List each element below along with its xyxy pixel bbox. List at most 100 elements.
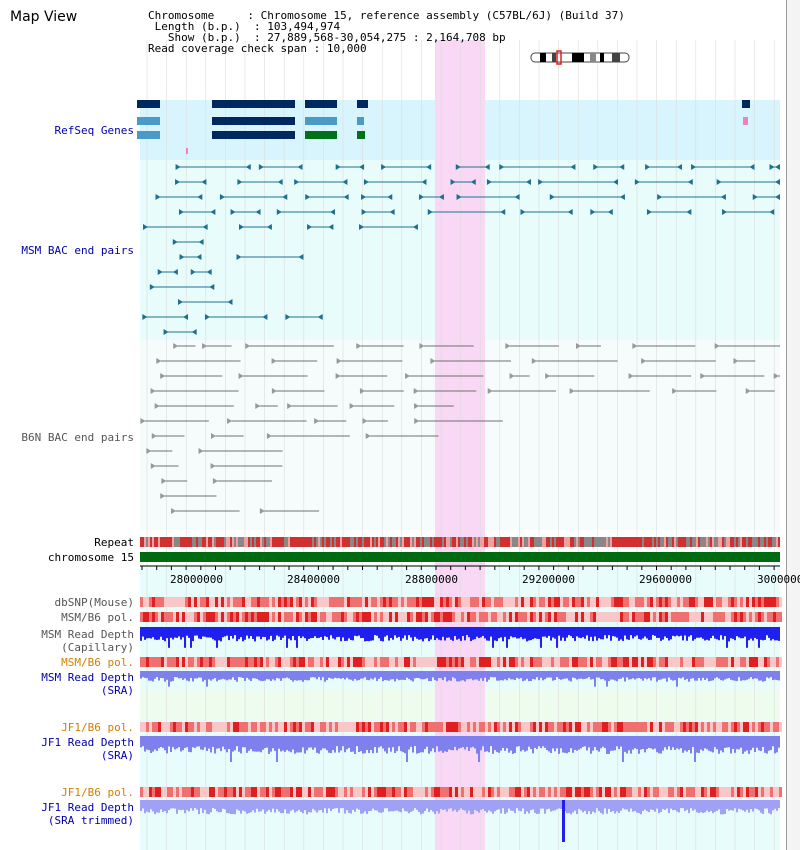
- depth-bar: [192, 671, 194, 682]
- heat-cell: [605, 597, 608, 607]
- depth-bar: [214, 736, 216, 754]
- depth-bar: [570, 671, 572, 682]
- heat-cell: [674, 612, 677, 622]
- depth-bar: [284, 736, 286, 752]
- track-label-dbsnp[interactable]: dbSNP(Mouse): [54, 596, 134, 609]
- heat-cell: [482, 787, 485, 797]
- track-label-jf1-b6-pol-2[interactable]: JF1/B6 pol.: [61, 786, 134, 799]
- heat-cell: [755, 657, 758, 667]
- depth-bar: [712, 671, 714, 681]
- track-label-b6n-bac[interactable]: B6N BAC end pairs: [21, 431, 134, 444]
- depth-bar: [616, 671, 618, 682]
- track-label-msm-b6-pol-2[interactable]: MSM/B6 pol.: [61, 656, 134, 669]
- depth-bar: [620, 627, 622, 640]
- depth-bar: [344, 627, 346, 641]
- repeat-segment: [356, 537, 358, 547]
- msm-bac-end: [426, 164, 432, 170]
- heat-cell: [449, 612, 452, 622]
- depth-bar: [280, 627, 282, 640]
- heat-cell: [170, 657, 173, 667]
- heat-cell: [554, 657, 557, 667]
- depth-bar: [734, 671, 736, 681]
- heat-cell: [347, 787, 350, 797]
- heat-cell: [524, 657, 527, 667]
- track-label-msm-depth-sra[interactable]: MSM Read Depth: [41, 671, 134, 684]
- heat-cell: [290, 787, 293, 797]
- heat-cell: [605, 657, 608, 667]
- heat-cell: [350, 787, 353, 797]
- msm-bac-end: [363, 179, 369, 185]
- repeat-segment: [460, 537, 462, 547]
- depth-bar: [660, 736, 662, 754]
- msm-bac-end: [387, 194, 393, 200]
- chromosome-ideogram[interactable]: [530, 50, 630, 65]
- heat-cell: [212, 787, 215, 797]
- depth-bar: [762, 736, 764, 748]
- depth-bar: [518, 671, 520, 679]
- heat-cell: [446, 657, 449, 667]
- repeat-segment: [394, 537, 396, 547]
- track-label-msm-depth-capillary[interactable]: MSM Read Depth: [41, 628, 134, 641]
- heat-cell: [380, 657, 383, 667]
- heat-cell: [488, 657, 491, 667]
- depth-bar: [332, 736, 334, 751]
- track-label-msm-b6-pol-1[interactable]: MSM/B6 pol.: [61, 611, 134, 624]
- repeat-segment: [740, 537, 742, 547]
- depth-bar: [672, 671, 674, 681]
- msm-bac-end: [752, 194, 758, 200]
- depth-bar: [682, 800, 684, 809]
- depth-bar: [738, 627, 740, 638]
- depth-bar: [250, 671, 252, 682]
- heat-cell: [779, 787, 782, 797]
- heat-cell: [323, 597, 326, 607]
- repeat-segment: [696, 537, 698, 547]
- depth-bar: [340, 736, 342, 751]
- heat-cell: [206, 657, 209, 667]
- repeat-segment: [692, 537, 694, 547]
- track-label-repeat[interactable]: Repeat: [94, 536, 134, 549]
- depth-bar: [410, 627, 412, 638]
- heat-cell: [428, 722, 431, 732]
- heat-cell: [263, 612, 266, 622]
- depth-bar: [330, 736, 332, 754]
- depth-bar: [362, 627, 364, 639]
- heat-cell: [239, 722, 242, 732]
- heat-cell: [377, 597, 380, 607]
- track-label-jf1-depth-sra[interactable]: JF1 Read Depth: [41, 736, 134, 749]
- heat-cell: [683, 722, 686, 732]
- repeat-segment: [716, 537, 718, 547]
- heat-cell: [506, 657, 509, 667]
- depth-bar: [646, 736, 648, 750]
- depth-bar: [190, 627, 192, 648]
- depth-bar: [530, 671, 532, 682]
- heat-cell: [668, 722, 671, 732]
- heat-cell: [146, 597, 149, 607]
- track-label-refseq[interactable]: RefSeq Genes: [54, 124, 134, 137]
- depth-bar: [644, 627, 646, 637]
- depth-bar: [144, 736, 146, 752]
- heat-cell: [455, 722, 458, 732]
- heat-cell: [749, 787, 752, 797]
- b6n-bac-end: [569, 388, 575, 394]
- heat-cell: [599, 722, 602, 732]
- repeat-segment: [718, 537, 720, 547]
- axis-tick-label: 29200000: [522, 573, 575, 586]
- track-label-jf1-b6-pol-1[interactable]: JF1/B6 pol.: [61, 721, 134, 734]
- track-label-jf1-depth-trimmed[interactable]: JF1 Read Depth: [41, 801, 134, 814]
- msm-bac-end: [361, 194, 367, 200]
- depth-bar: [204, 671, 206, 680]
- depth-bar: [662, 671, 664, 679]
- gene-feature: [137, 100, 160, 108]
- track-label-msm-bac[interactable]: MSM BAC end pairs: [21, 244, 134, 257]
- heat-cell: [767, 787, 770, 797]
- depth-bar: [610, 671, 612, 680]
- depth-bar: [386, 627, 388, 636]
- heat-cell: [179, 657, 182, 667]
- depth-bar: [490, 627, 492, 637]
- heat-cell: [362, 597, 365, 607]
- depth-bar: [768, 736, 770, 751]
- depth-bar: [690, 736, 692, 754]
- repeat-segment: [298, 537, 300, 547]
- heat-cell: [149, 612, 152, 622]
- heat-cell: [299, 612, 302, 622]
